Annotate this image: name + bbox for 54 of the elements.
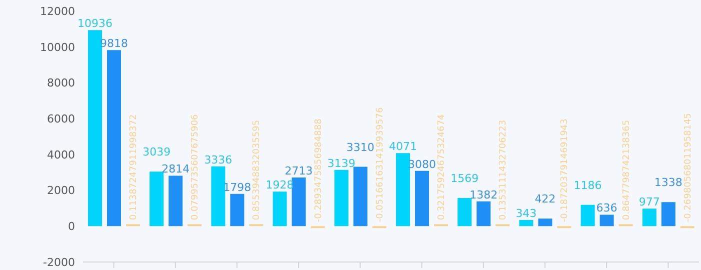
bar bbox=[580, 204, 595, 226]
bar bbox=[230, 194, 244, 226]
bar bbox=[476, 201, 491, 226]
bar bbox=[292, 178, 306, 226]
bar bbox=[600, 214, 614, 226]
bar bbox=[150, 172, 164, 226]
y-tick-label: 10000 bbox=[40, 40, 75, 54]
y-tick-label: 6000 bbox=[47, 112, 75, 126]
y-tick-label: 12000 bbox=[40, 4, 75, 18]
data-label: 0.32175924675324674 bbox=[437, 114, 447, 220]
y-tick-label: 0 bbox=[68, 220, 75, 234]
data-label: 3310 bbox=[346, 140, 374, 154]
bar bbox=[88, 30, 102, 226]
data-label: 1186 bbox=[574, 178, 602, 192]
data-label: 0.11387247911998372 bbox=[129, 114, 139, 220]
data-label: -0.26980568011958145 bbox=[683, 112, 694, 222]
data-label: 0.8553948832035595 bbox=[252, 120, 262, 220]
bar bbox=[396, 153, 410, 226]
data-label: 4071 bbox=[389, 140, 417, 154]
bar bbox=[107, 50, 121, 226]
data-label: 3336 bbox=[204, 153, 232, 166]
data-label: 977 bbox=[638, 196, 660, 209]
bar bbox=[272, 192, 287, 226]
data-label: 2713 bbox=[284, 164, 313, 178]
bar bbox=[661, 202, 676, 226]
bar bbox=[538, 218, 552, 226]
data-label: 3139 bbox=[327, 156, 356, 170]
data-label: 0.8647798742138365 bbox=[622, 120, 632, 220]
y-tick-label: 2000 bbox=[47, 184, 75, 198]
y-tick-label: -2000 bbox=[43, 256, 75, 269]
data-label: 1382 bbox=[470, 188, 498, 202]
bar bbox=[211, 166, 226, 226]
bar bbox=[168, 176, 183, 226]
data-label: 3039 bbox=[142, 146, 171, 159]
data-label: -0.051661631419939576 bbox=[375, 106, 386, 222]
bar bbox=[353, 166, 368, 226]
bar bbox=[334, 170, 348, 226]
data-label: 0.07995735607675906 bbox=[190, 114, 201, 220]
data-label: 2814 bbox=[162, 162, 190, 176]
data-label: 343 bbox=[516, 206, 537, 220]
data-label: 10936 bbox=[78, 17, 112, 30]
data-label: 1569 bbox=[450, 172, 479, 186]
data-label: 636 bbox=[596, 202, 618, 215]
bar bbox=[642, 208, 656, 226]
data-label: 422 bbox=[534, 192, 556, 206]
bar bbox=[519, 220, 534, 226]
data-label: 0.1353111432706223 bbox=[498, 120, 509, 220]
y-tick-label: 4000 bbox=[47, 148, 75, 162]
y-tick-label: 8000 bbox=[47, 76, 75, 90]
bar bbox=[415, 170, 429, 226]
data-label: -0.2893475856984888 bbox=[314, 118, 324, 222]
bar bbox=[458, 198, 472, 226]
data-label: -0.1872037914691943 bbox=[560, 118, 570, 222]
data-label: 1338 bbox=[654, 176, 682, 190]
